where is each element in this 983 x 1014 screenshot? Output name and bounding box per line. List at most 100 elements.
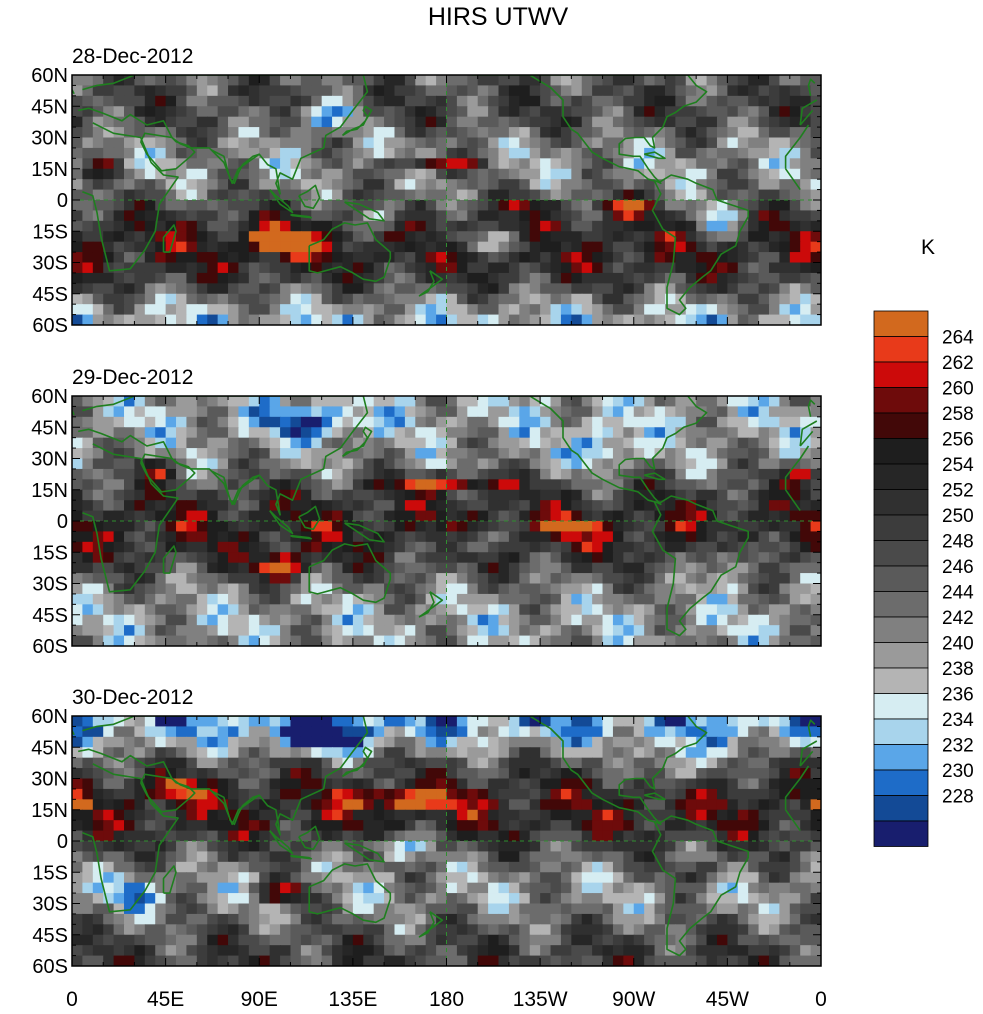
field-cell [363,788,375,800]
field-cell [550,593,562,605]
field-cell [789,521,801,533]
field-cell [540,272,552,284]
field-cell [644,500,656,512]
field-cell [664,468,676,480]
field-cell [425,168,437,180]
field-cell [113,158,125,170]
field-cell [737,736,749,748]
field-cell [768,562,780,574]
field-cell [467,778,479,790]
field-cell [113,830,125,842]
field-cell [810,736,821,748]
field-cell [352,479,364,491]
field-cell [581,241,593,253]
field-cell [748,116,760,128]
field-cell [352,716,364,728]
field-cell [592,262,604,274]
field-cell [540,396,552,408]
field-cell [748,437,760,449]
field-cell [404,778,416,790]
field-cell [425,437,437,449]
field-cell [144,127,156,139]
field-cell [592,220,604,232]
field-cell [217,468,229,480]
field-cell [186,830,198,842]
field-cell [758,314,770,325]
field-cell [280,583,292,595]
field-cell [498,241,510,253]
field-cell [103,830,115,842]
field-cell [332,448,344,460]
field-cell [498,262,510,274]
field-cell [602,137,614,149]
field-cell [269,809,281,821]
field-cell [186,241,198,253]
field-cell [789,416,801,428]
field-cell [415,252,427,264]
field-cell [477,736,489,748]
field-cell [186,231,198,243]
field-cell [789,262,801,274]
field-cell [144,500,156,512]
field-cell [748,872,760,884]
field-cell [706,562,718,574]
field-cell [633,479,645,491]
field-cell [155,830,167,842]
field-cell [498,106,510,118]
field-cell [800,396,812,408]
field-cell [155,127,167,139]
field-cell [155,158,167,170]
field-cell [196,809,208,821]
field-cell [446,210,458,222]
field-cell [810,778,821,790]
field-cell [519,147,531,159]
field-cell [155,468,167,480]
field-cell [675,757,687,769]
field-cell [165,799,177,811]
field-cell [124,427,136,439]
field-cell [217,168,229,180]
field-cell [498,851,510,863]
field-cell [280,179,292,191]
field-cell [800,531,812,543]
field-cell [207,820,219,832]
field-cell [560,531,572,543]
field-cell [612,304,624,316]
field-cell [508,809,520,821]
field-cell [560,510,572,522]
field-cell [488,448,500,460]
field-cell [425,552,437,564]
field-cell [92,841,104,853]
field-cell [706,614,718,626]
field-cell [716,625,728,637]
field-cell [113,562,125,574]
field-cell [664,510,676,522]
field-cell [332,293,344,305]
field-cell [737,293,749,305]
field-cell [529,635,541,646]
field-cell [571,489,583,501]
field-cell [342,396,354,408]
field-cell [321,893,333,905]
field-cell [800,241,812,253]
field-cell [332,510,344,522]
field-cell [560,448,572,460]
field-cell [456,820,468,832]
field-cell [217,562,229,574]
field-cell [394,448,406,460]
field-cell [82,314,94,325]
field-cell [789,179,801,191]
field-cell [488,427,500,439]
field-cell [758,137,770,149]
field-cell [550,841,562,853]
field-cell [113,116,125,128]
field-cell [706,510,718,522]
field-cell [456,635,468,646]
field-cell [248,304,260,316]
field-cell [737,158,749,170]
field-cell [228,799,240,811]
field-cell [321,778,333,790]
field-cell [633,241,645,253]
field-cell [144,489,156,501]
field-cell [560,841,572,853]
